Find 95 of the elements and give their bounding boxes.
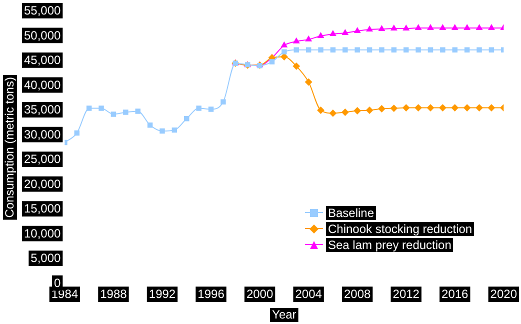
x-tick-label: 1988 [100, 287, 128, 302]
point [427, 24, 434, 30]
point [476, 104, 483, 112]
point [452, 24, 458, 30]
point [402, 104, 410, 112]
point [342, 108, 349, 116]
y-tick-label: 30,000 [24, 127, 62, 142]
point [123, 110, 128, 115]
y-tick-label: 55,000 [24, 4, 62, 18]
point [440, 47, 446, 52]
point [488, 104, 495, 112]
y-tick-label: 50,000 [24, 28, 62, 42]
point [342, 29, 348, 35]
point [403, 25, 410, 31]
legend-label: Chinook stocking reduction [326, 222, 474, 236]
point [476, 24, 482, 30]
point [294, 47, 299, 52]
x-tick-label: 1992 [148, 287, 176, 302]
point [110, 112, 116, 117]
point [305, 36, 312, 42]
point [488, 47, 494, 52]
point [426, 104, 434, 112]
point [440, 24, 446, 30]
point [464, 47, 470, 52]
point [390, 25, 398, 31]
x-tick-label: 2016 [442, 287, 469, 302]
point [354, 47, 360, 52]
y-tick-label: 25,000 [24, 152, 62, 166]
point [439, 104, 446, 112]
point [280, 53, 288, 60]
point [366, 26, 373, 32]
y-tick-label: 20,000 [24, 176, 62, 191]
point [391, 47, 397, 52]
y-tick-label: 5,000 [30, 251, 62, 266]
point [292, 62, 300, 70]
y-tick-label: 0 [54, 276, 62, 290]
point [135, 108, 140, 114]
point [147, 122, 153, 128]
point [354, 28, 360, 34]
point [318, 32, 324, 38]
x-tick-label: 2008 [344, 287, 372, 302]
point [378, 26, 385, 32]
point [415, 24, 422, 30]
point [208, 106, 214, 112]
point [184, 116, 190, 122]
point [281, 42, 288, 48]
legend-label: Baseline [326, 206, 376, 220]
point [86, 106, 92, 111]
y-tick-label: 15,000 [24, 202, 62, 216]
x-tick-label: 2020 [490, 287, 518, 302]
point [306, 47, 312, 52]
point [464, 104, 471, 112]
point [416, 47, 421, 52]
y-tick-label: 45,000 [24, 53, 62, 68]
point [414, 104, 422, 112]
x-tick-label: 2000 [246, 287, 274, 302]
x-tick-label: 2004 [295, 287, 322, 302]
legend-label: Sea lam prey reduction [326, 238, 454, 252]
x-axis-title: Year [272, 307, 296, 322]
point [488, 24, 495, 30]
point [403, 47, 409, 52]
point [98, 106, 104, 111]
point [196, 106, 202, 111]
point [269, 59, 275, 64]
point [428, 47, 434, 52]
point [74, 130, 80, 136]
point [293, 38, 300, 44]
y-axis-title: Consumption (metric tons) [2, 77, 16, 218]
point [318, 47, 324, 52]
point [464, 24, 470, 30]
x-tick-label: 2012 [392, 287, 420, 302]
point [366, 47, 372, 52]
y-tick-label: 10,000 [24, 226, 62, 240]
point [342, 47, 348, 52]
point [390, 104, 398, 112]
y-tick-label: 35,000 [24, 102, 62, 117]
point [354, 107, 361, 114]
point [282, 49, 287, 54]
y-tick-label: 40,000 [24, 78, 62, 92]
point [379, 47, 384, 52]
point [317, 106, 324, 114]
point [366, 106, 374, 114]
point [330, 47, 336, 52]
point [305, 78, 312, 86]
point [220, 99, 226, 104]
point [160, 128, 165, 134]
point [172, 127, 178, 133]
x-tick-label: 1996 [198, 287, 225, 302]
point [378, 105, 386, 112]
x-tick-label: 1984 [51, 287, 78, 302]
point [451, 104, 458, 112]
point [330, 30, 336, 36]
point [476, 47, 482, 52]
point [452, 47, 458, 52]
point [329, 110, 336, 117]
